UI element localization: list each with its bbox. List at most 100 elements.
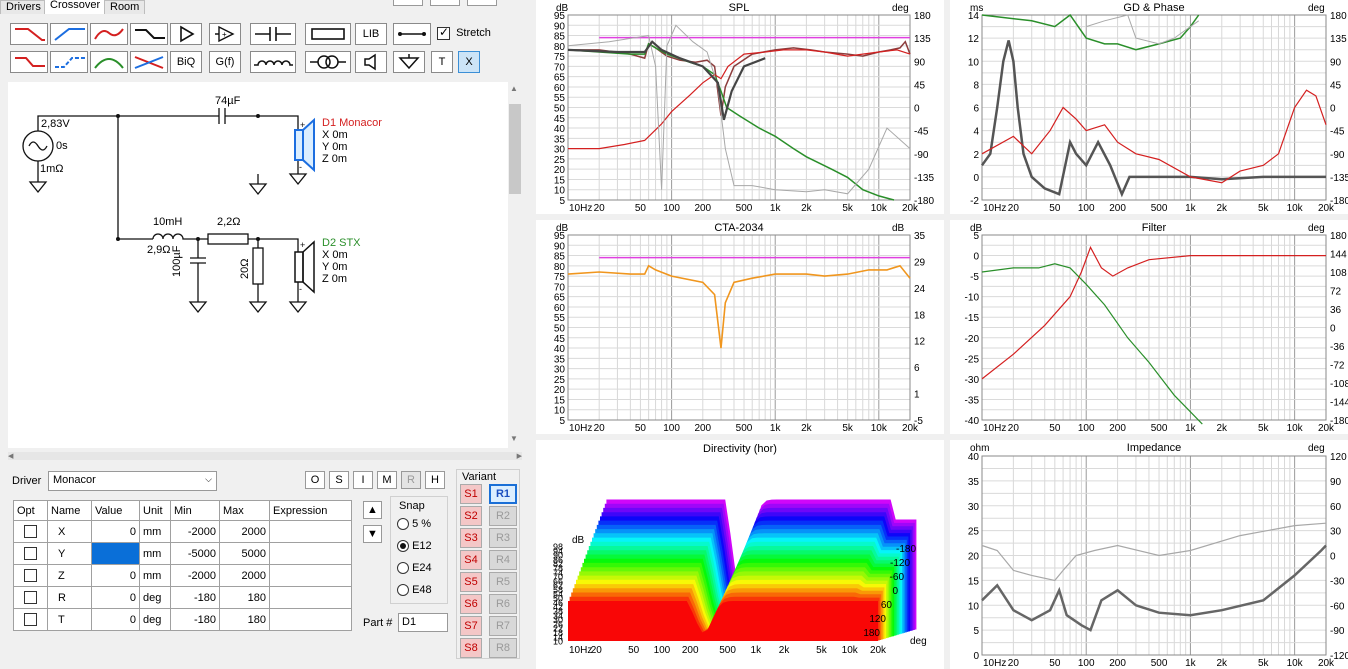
param-min[interactable]: -2000 — [170, 520, 220, 543]
window-button[interactable] — [467, 0, 497, 6]
buffer-button[interactable] — [170, 23, 202, 45]
param-value-selected[interactable]: 0 — [91, 542, 140, 565]
part-input[interactable]: D1 — [398, 613, 448, 632]
variant-r-button[interactable]: R8 — [489, 638, 517, 658]
horizontal-scrollbar[interactable]: ◀ ▶ — [8, 452, 522, 460]
tab-drivers[interactable]: Drivers — [0, 0, 47, 14]
variant-r-button[interactable]: R1 — [489, 484, 517, 504]
move-down-button[interactable]: ▼ — [363, 525, 382, 543]
param-max[interactable]: 180 — [219, 586, 270, 609]
lowpass-2-button[interactable] — [10, 51, 48, 73]
variant-r-button[interactable]: R7 — [489, 616, 517, 636]
lowpass-filter-button[interactable] — [10, 23, 48, 45]
tab-room[interactable]: Room — [104, 0, 146, 14]
opt-checkbox[interactable] — [24, 525, 37, 538]
variant-r-button[interactable]: R5 — [489, 572, 517, 592]
amplifier-button[interactable]: + — [209, 23, 241, 45]
variant-s-button[interactable]: S5 — [460, 572, 482, 592]
param-value[interactable]: 0 — [91, 564, 140, 587]
variant-s-button[interactable]: S7 — [460, 616, 482, 636]
stretch-checkbox[interactable] — [437, 25, 450, 40]
scroll-right-icon[interactable]: ▶ — [516, 453, 522, 460]
stretch-toggle[interactable]: Stretch — [437, 25, 491, 40]
highpass-2-button[interactable] — [50, 51, 88, 73]
window-button[interactable] — [393, 0, 423, 6]
biquad-button[interactable]: BiQ — [170, 51, 202, 73]
bandpass-button[interactable] — [90, 51, 128, 73]
scroll-left-icon[interactable]: ◀ — [8, 453, 14, 460]
inductor-button[interactable] — [250, 51, 296, 73]
param-min[interactable]: -2000 — [170, 564, 220, 587]
variant-s-button[interactable]: S3 — [460, 528, 482, 548]
delete-button[interactable]: X — [458, 51, 480, 73]
variant-r-button[interactable]: R4 — [489, 550, 517, 570]
capacitor-button[interactable] — [250, 23, 296, 45]
snap-radio[interactable] — [397, 584, 409, 597]
schematic-scrollbar[interactable]: ▲ ▼ — [508, 82, 522, 448]
variant-s-button[interactable]: S6 — [460, 594, 482, 614]
param-min[interactable]: -180 — [170, 586, 220, 609]
variant-r-button[interactable]: R3 — [489, 528, 517, 548]
scroll-up-icon[interactable]: ▲ — [510, 84, 518, 93]
opt-checkbox[interactable] — [24, 613, 37, 626]
snap-option[interactable]: E24 — [397, 562, 432, 575]
param-expression[interactable] — [269, 542, 352, 565]
opt-checkbox[interactable] — [24, 547, 37, 560]
param-max[interactable]: 5000 — [219, 542, 270, 565]
param-value[interactable]: 0 — [91, 520, 140, 543]
h-button[interactable]: H — [425, 471, 445, 489]
variant-s-button[interactable]: S4 — [460, 550, 482, 570]
scroll-down-icon[interactable]: ▼ — [510, 434, 518, 443]
variant-s-button[interactable]: S1 — [460, 484, 482, 504]
opt-checkbox[interactable] — [24, 591, 37, 604]
window-button[interactable] — [430, 0, 460, 6]
snap-radio[interactable] — [397, 540, 409, 553]
scroll-thumb[interactable] — [509, 104, 521, 194]
shelf-filter-button[interactable] — [130, 23, 168, 45]
driver-select[interactable]: Monacor ⌵ — [48, 471, 217, 491]
param-expression[interactable] — [269, 586, 352, 609]
variant-s-button[interactable]: S2 — [460, 506, 482, 526]
directivity-graph[interactable]: Directivity (hor)98949086827874706662585… — [536, 440, 944, 669]
move-up-button[interactable]: ▲ — [363, 501, 382, 519]
highpass-filter-button[interactable] — [50, 23, 88, 45]
transformer-button[interactable] — [305, 51, 351, 73]
param-max[interactable]: 180 — [219, 608, 270, 631]
peak-filter-button[interactable] — [90, 23, 128, 45]
snap-radio[interactable] — [397, 562, 409, 575]
ground-button[interactable] — [393, 51, 425, 73]
resistor-button[interactable] — [305, 23, 351, 45]
param-max[interactable]: 2000 — [219, 520, 270, 543]
param-expression[interactable] — [269, 564, 352, 587]
m-button[interactable]: M — [377, 471, 397, 489]
o-button[interactable]: O — [305, 471, 325, 489]
param-value[interactable]: 0 — [91, 608, 140, 631]
wire-button[interactable] — [393, 23, 431, 45]
opt-checkbox[interactable] — [24, 569, 37, 582]
i-button[interactable]: I — [353, 471, 373, 489]
variant-s-button[interactable]: S8 — [460, 638, 482, 658]
driver-button[interactable] — [355, 51, 387, 73]
library-button[interactable]: LIB — [355, 23, 387, 45]
tab-crossover[interactable]: Crossover — [44, 0, 107, 14]
notch-button[interactable] — [130, 51, 168, 73]
param-min[interactable]: -5000 — [170, 542, 220, 565]
snap-option[interactable]: E48 — [397, 584, 432, 597]
param-max[interactable]: 2000 — [219, 564, 270, 587]
snap-option[interactable]: E12 — [397, 540, 432, 553]
schematic-canvas[interactable]: + - + - 2,83V 0s 1mΩ 74µF D1 Monacor X 0… — [8, 82, 508, 448]
variant-r-button[interactable]: R6 — [489, 594, 517, 614]
variant-r-button[interactable]: R2 — [489, 506, 517, 526]
gf-button[interactable]: G(f) — [209, 51, 241, 73]
text-button[interactable]: T — [431, 51, 453, 73]
snap-radio[interactable] — [397, 518, 409, 531]
param-expression[interactable] — [269, 520, 352, 543]
r-button[interactable]: R — [401, 471, 421, 489]
param-value[interactable]: 0 — [91, 586, 140, 609]
s-button[interactable]: S — [329, 471, 349, 489]
